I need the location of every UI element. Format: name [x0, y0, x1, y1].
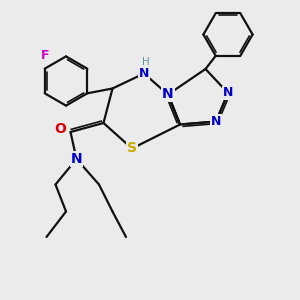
Text: H: H	[142, 57, 149, 67]
Text: N: N	[211, 115, 221, 128]
Text: S: S	[127, 142, 137, 155]
Text: F: F	[40, 49, 49, 62]
Text: O: O	[54, 122, 66, 136]
Text: N: N	[139, 67, 149, 80]
Text: N: N	[71, 152, 82, 166]
Text: N: N	[223, 86, 233, 100]
Text: N: N	[162, 88, 174, 101]
